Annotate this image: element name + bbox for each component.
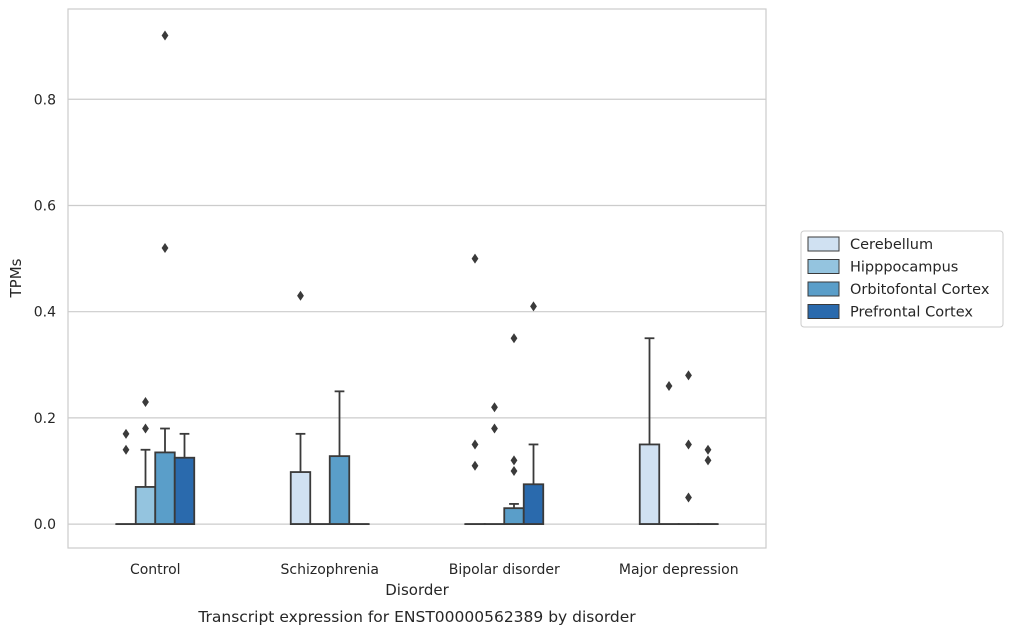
legend-frame xyxy=(800,230,1004,328)
legend-label: Cerebellum xyxy=(850,237,933,253)
chart-caption: Transcript expression for ENST0000056238… xyxy=(197,608,636,626)
outlier-point xyxy=(471,460,479,471)
y-axis-label: TPMs xyxy=(7,258,25,298)
box-group xyxy=(522,301,545,526)
x-tick-label: Bipolar disorder xyxy=(449,562,560,578)
box-group xyxy=(483,402,506,526)
outlier-point xyxy=(471,439,479,450)
outlier-point xyxy=(704,455,712,466)
x-axis-ticks: Control Schizophrenia Bipolar disorder Majo… xyxy=(130,562,739,578)
outlier-point xyxy=(297,290,304,301)
legend: Cerebellum Hipppocampus Orbitofontal Corte… xyxy=(800,230,1004,328)
box-group xyxy=(154,30,176,526)
box-group xyxy=(464,253,486,526)
y-tick-label: 0.0 xyxy=(34,517,56,533)
outlier-point xyxy=(122,444,130,455)
box-group xyxy=(173,432,196,526)
outlier-point xyxy=(685,492,692,503)
outlier-point xyxy=(471,253,479,264)
box xyxy=(522,483,545,526)
box-group xyxy=(115,428,137,526)
box-group xyxy=(289,290,312,526)
x-tick-label: Schizophrenia xyxy=(281,562,379,578)
legend-swatch xyxy=(807,236,840,252)
outlier-point xyxy=(142,423,149,434)
outlier-point xyxy=(510,333,518,344)
legend-label: Prefrontal Cortex xyxy=(850,305,973,321)
box-group xyxy=(134,396,157,526)
outlier-point xyxy=(491,423,498,434)
outlier-point xyxy=(510,466,518,476)
outlier-point xyxy=(704,444,712,455)
legend-swatch xyxy=(807,304,840,319)
outlier-point xyxy=(161,242,169,253)
outlier-point xyxy=(685,370,692,381)
legend-label: Orbitofontal Cortex xyxy=(850,282,990,298)
outlier-point xyxy=(142,396,149,407)
legend-swatch xyxy=(807,259,840,274)
y-tick-label: 0.4 xyxy=(34,305,56,321)
box xyxy=(154,451,176,526)
legend-label: Hipppocampus xyxy=(850,260,958,276)
box-group xyxy=(638,337,661,526)
outlier-point xyxy=(510,455,518,466)
box xyxy=(289,471,312,526)
box-group xyxy=(658,381,680,526)
y-tick-label: 0.8 xyxy=(34,92,56,108)
box xyxy=(134,486,157,526)
outlier-point xyxy=(122,428,130,439)
plot-area-frame xyxy=(67,8,767,549)
x-tick-label: Control xyxy=(130,562,181,578)
y-tick-label: 0.6 xyxy=(34,198,56,214)
x-axis-label: Disorder xyxy=(385,581,449,599)
x-tick-label: Major depression xyxy=(619,562,739,578)
outlier-point xyxy=(530,301,537,312)
box xyxy=(328,455,351,526)
box-group xyxy=(677,370,700,526)
outlier-point xyxy=(665,381,673,392)
y-axis-ticks: 0.0 0.2 0.4 0.6 0.8 xyxy=(34,92,56,533)
y-tick-label: 0.2 xyxy=(34,411,56,427)
outlier-point xyxy=(491,402,498,413)
outlier-point xyxy=(161,30,169,41)
box-group xyxy=(503,333,525,526)
box xyxy=(173,456,196,526)
outlier-point xyxy=(685,439,692,450)
legend-swatch xyxy=(807,281,840,297)
box xyxy=(638,443,661,526)
box-plot-marks xyxy=(115,30,719,526)
box-group xyxy=(697,444,719,526)
box-group xyxy=(328,390,351,526)
box xyxy=(503,507,525,526)
